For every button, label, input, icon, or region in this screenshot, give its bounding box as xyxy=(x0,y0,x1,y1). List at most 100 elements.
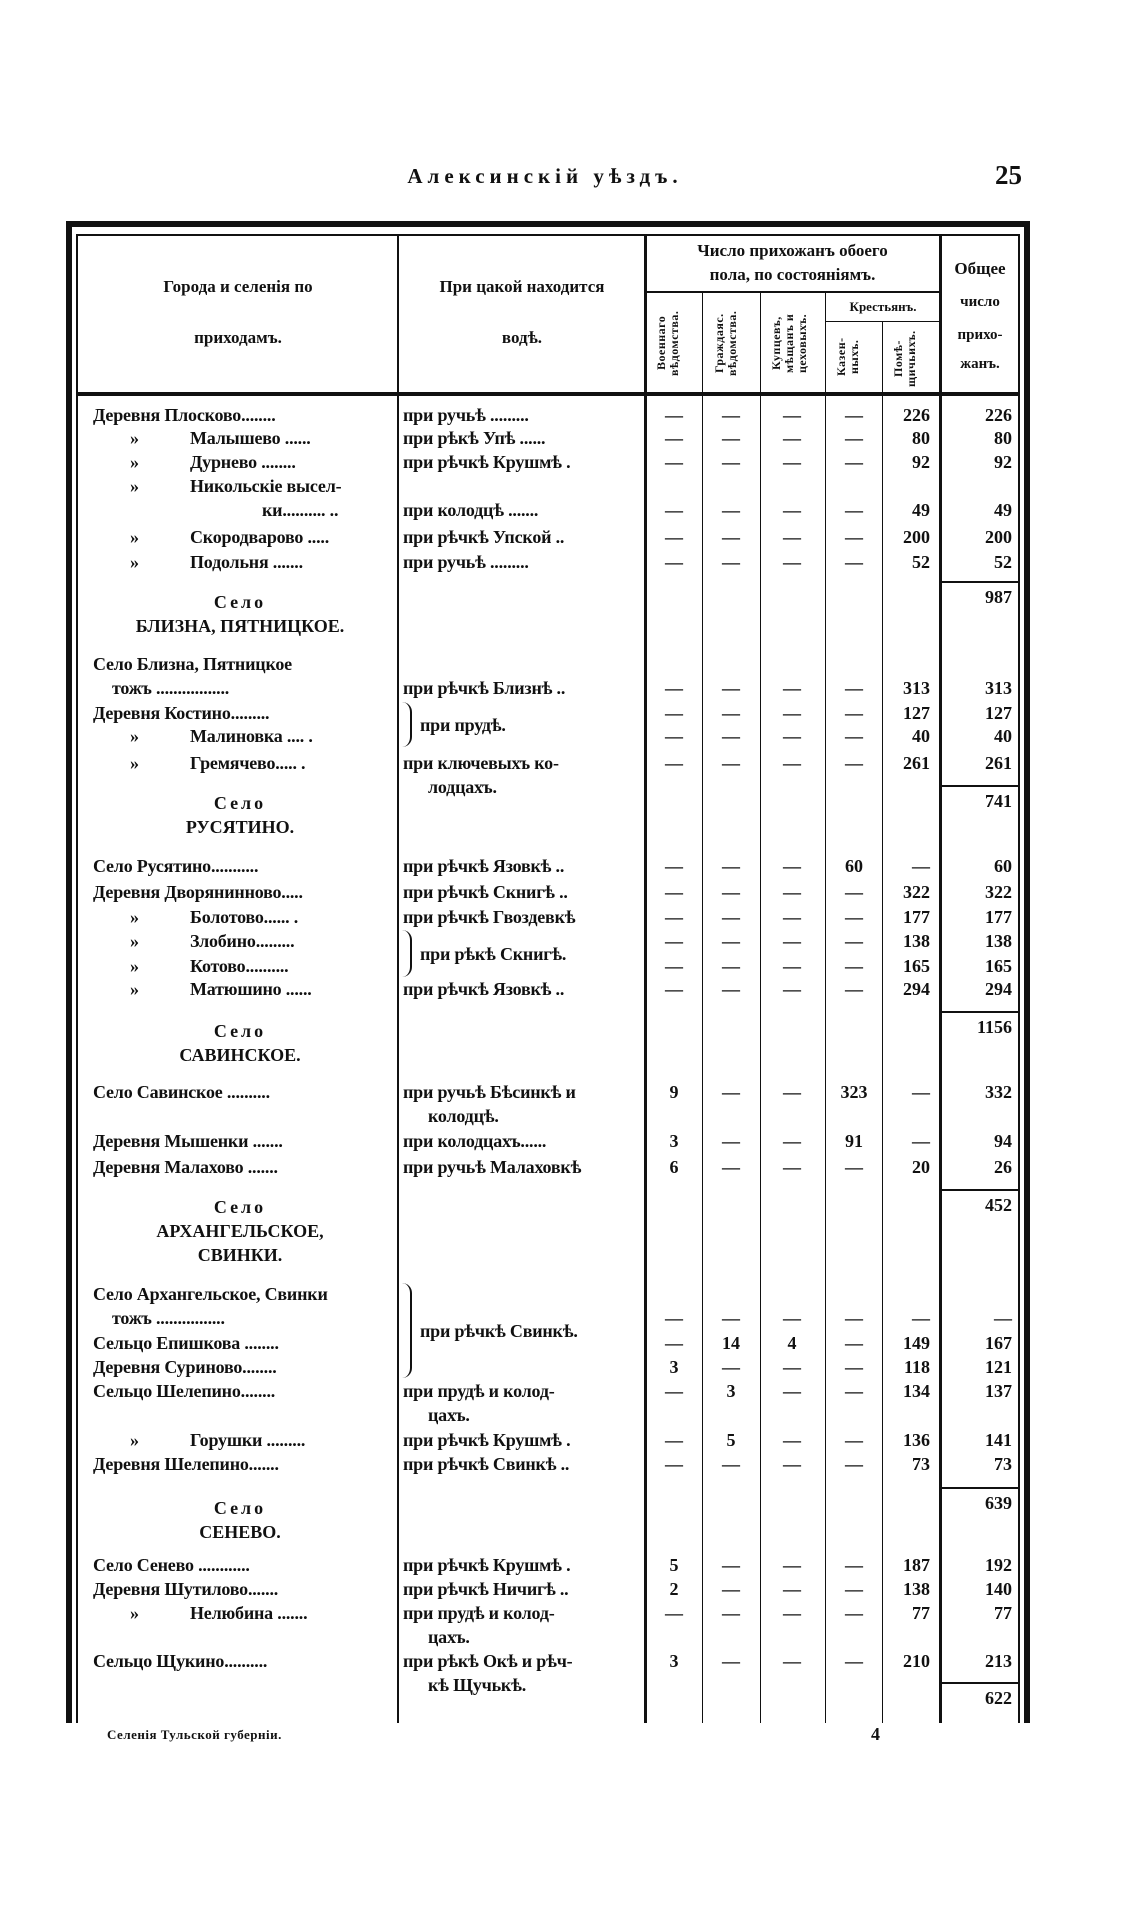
value-landlord-peasants: 322 xyxy=(903,882,930,902)
row-total: 77 xyxy=(994,1603,1012,1623)
row-total: 92 xyxy=(994,452,1012,472)
value-merchants: — xyxy=(783,979,801,999)
value-civil: — xyxy=(722,428,740,448)
settlement-name: Злобино......... xyxy=(190,931,295,951)
water-source-grouped: при прудѣ. xyxy=(420,714,506,735)
value-landlord-peasants: 177 xyxy=(903,907,930,927)
value-state-peasants: — xyxy=(845,1555,863,1575)
header-water-line1: При цакой находится xyxy=(439,277,605,296)
value-landlord-peasants: 77 xyxy=(912,1603,930,1623)
value-merchants: — xyxy=(783,1651,801,1671)
section-total: 639 xyxy=(985,1493,1012,1513)
value-merchants: — xyxy=(783,1454,801,1474)
value-landlord-peasants: 52 xyxy=(912,552,930,572)
settlement-name: Малышево ...... xyxy=(190,428,311,448)
water-source: колодцѣ. xyxy=(428,1106,499,1127)
value-military: 3 xyxy=(669,1357,679,1377)
value-landlord-peasants: — xyxy=(912,1131,930,1151)
settlement-name: Деревня Шелепино....... xyxy=(93,1454,279,1474)
settlement-name: Село Близна, Пятницкое xyxy=(93,654,292,674)
value-civil: — xyxy=(722,527,740,547)
value-civil: 5 xyxy=(726,1430,736,1450)
settlement-name: ки.......... .. xyxy=(262,500,339,521)
settlement-name: Село Савинское .......... xyxy=(93,1082,270,1102)
settlement-name: Гремячево..... . xyxy=(190,753,306,773)
value-state-peasants: — xyxy=(845,452,863,472)
row-total: 141 xyxy=(985,1430,1012,1450)
row-total: 200 xyxy=(985,527,1012,547)
ditto-mark: » xyxy=(130,452,139,472)
section-total: 622 xyxy=(985,1688,1012,1708)
water-source: при колодцѣ ....... xyxy=(403,500,539,521)
settlement-name: Котово.......... xyxy=(190,956,289,976)
col-divider-merchants xyxy=(825,291,826,1723)
ditto-mark: » xyxy=(130,753,139,773)
header-total-line3: прихо- xyxy=(957,327,1003,343)
value-military: — xyxy=(665,1381,683,1401)
header-civil-line1: Граждаяс. xyxy=(712,313,726,373)
water-source: при рѣчкѣ Ничигѣ .. xyxy=(403,1579,569,1599)
section-label: Село xyxy=(213,1498,267,1518)
value-merchants: — xyxy=(783,428,801,448)
water-source: при рѣчкѣ Свинкѣ .. xyxy=(403,1454,570,1474)
water-source: лодцахъ. xyxy=(428,777,497,798)
water-source: при колодцахъ...... xyxy=(403,1131,547,1151)
value-state-peasants: — xyxy=(845,1579,863,1599)
header-landlord-line2: щичьихъ. xyxy=(904,330,918,388)
settlement-name: Деревня Плосково........ xyxy=(93,405,276,425)
value-state-peasants: — xyxy=(845,678,863,699)
value-merchants: — xyxy=(783,452,801,472)
sheet-number: 4 xyxy=(871,1724,880,1744)
value-merchants: — xyxy=(783,956,801,976)
value-military: 6 xyxy=(669,1157,679,1177)
value-military: — xyxy=(665,1454,683,1474)
value-state-peasants: — xyxy=(845,931,863,951)
settlement-name: Деревня Костино......... xyxy=(93,703,270,723)
value-merchants: — xyxy=(783,552,801,572)
row-total: 177 xyxy=(985,907,1012,927)
settlement-name: Матюшино ...... xyxy=(190,979,312,999)
value-military: — xyxy=(665,856,683,876)
total-rule xyxy=(942,581,1018,583)
water-source: при рѣчкѣ Упской .. xyxy=(403,527,565,547)
col-divider-name xyxy=(397,234,399,1723)
settlement-name: Сельцо Шелепино........ xyxy=(93,1381,276,1401)
section-title: БЛИЗНА, ПЯТНИЦКОЕ. xyxy=(135,616,345,636)
value-civil: — xyxy=(722,500,740,521)
value-military: — xyxy=(665,1430,683,1450)
section-label: Село xyxy=(213,592,267,612)
page-title: Алексинскій уѣздъ. xyxy=(407,164,683,188)
value-state-peasants: — xyxy=(845,527,863,547)
value-civil: — xyxy=(722,405,740,425)
col-divider-state xyxy=(882,322,883,1723)
settlement-name: Нелюбина ....... xyxy=(190,1603,308,1623)
value-landlord-peasants: — xyxy=(912,856,930,876)
value-landlord-peasants: 138 xyxy=(903,1579,930,1599)
value-state-peasants: — xyxy=(845,1430,863,1450)
col-divider-civil xyxy=(760,291,761,1723)
row-total: — xyxy=(994,1308,1012,1329)
frame-top-thin xyxy=(76,234,1020,236)
header-civil: Граждаяс. вѣдомства. xyxy=(712,298,749,388)
row-total: 213 xyxy=(985,1651,1012,1671)
header-total-line1: Общее xyxy=(954,259,1006,278)
value-merchants: — xyxy=(783,931,801,951)
value-state-peasants: — xyxy=(845,1603,863,1623)
row-total: 137 xyxy=(985,1381,1012,1401)
settlement-name: Село Русятино........... xyxy=(93,856,259,876)
row-total: 138 xyxy=(985,931,1012,951)
frame-right-thick xyxy=(1024,221,1030,1723)
value-state-peasants: — xyxy=(845,882,863,902)
value-merchants: — xyxy=(783,500,801,521)
value-military: — xyxy=(665,527,683,547)
section-title: АРХАНГЕЛЬСКОЕ, xyxy=(156,1221,324,1241)
water-source: цахъ. xyxy=(428,1627,470,1648)
header-group-line2: пола, по состояніямъ. xyxy=(709,265,876,284)
settlement-name: Дурнево ........ xyxy=(190,452,296,472)
value-merchants: — xyxy=(783,1381,801,1401)
value-merchants: — xyxy=(783,882,801,902)
value-merchants: — xyxy=(783,527,801,547)
row-total: 127 xyxy=(985,703,1012,723)
row-total: 94 xyxy=(994,1131,1012,1151)
value-civil: — xyxy=(722,1454,740,1474)
